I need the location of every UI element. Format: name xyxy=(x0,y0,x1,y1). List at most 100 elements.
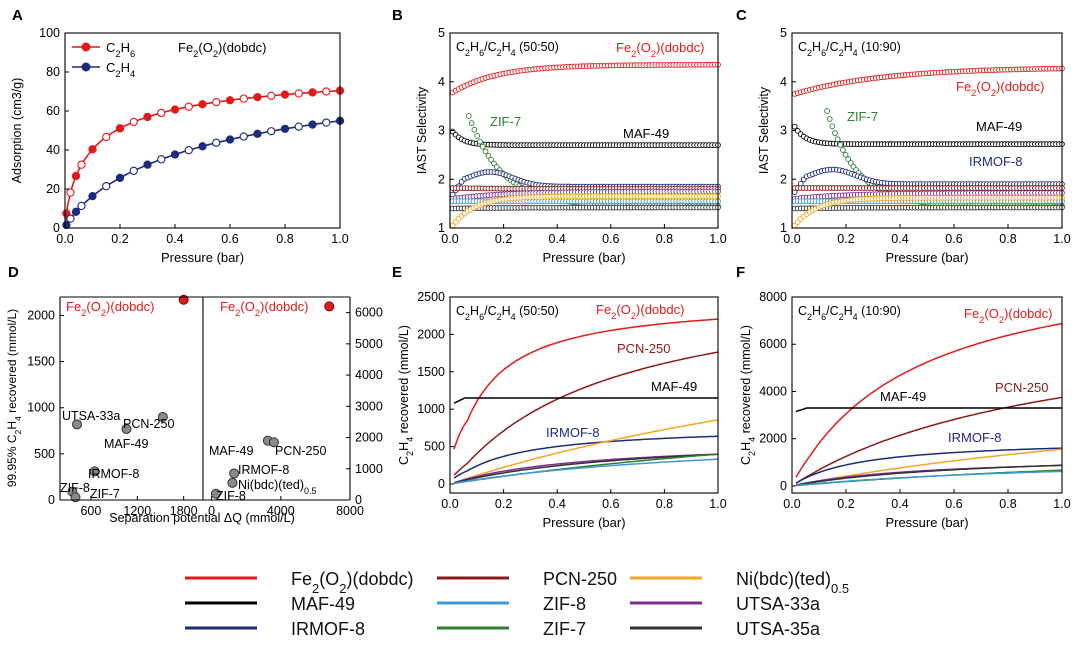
y-tick-label: 80 xyxy=(46,65,60,79)
y-axis-label: IAST Selectivity xyxy=(757,86,771,174)
y-tick-label: 4 xyxy=(780,75,787,89)
y-tick-label: 2000 xyxy=(355,431,383,445)
panel-letter-D: D xyxy=(8,264,19,281)
scatter-point xyxy=(227,477,238,488)
y-tick-label: 100 xyxy=(39,26,60,40)
data-point xyxy=(143,160,152,169)
point-label: Fe2(O2)(dobdc) xyxy=(66,299,154,318)
x-tick-label: 0.4 xyxy=(549,497,566,511)
y-tick-label: 3 xyxy=(780,124,787,138)
series-line-PCN-250 xyxy=(453,351,719,476)
series-label: Fe2(O2)(dobdc) xyxy=(956,79,1044,98)
data-point xyxy=(471,126,478,133)
x-tick-label: 0.2 xyxy=(495,232,512,246)
data-point xyxy=(322,87,331,96)
point-label: PCN-250 xyxy=(275,444,326,458)
data-point xyxy=(294,122,303,131)
y-axis-label: Adsorption (cm3/g) xyxy=(10,78,24,184)
y-tick-label: 4 xyxy=(438,75,445,89)
y-tick-label: 5 xyxy=(438,26,445,40)
data-point xyxy=(66,214,75,223)
data-point xyxy=(824,108,830,114)
data-point xyxy=(280,90,290,99)
data-point xyxy=(791,123,798,130)
series-label: IRMOF-8 xyxy=(948,430,1001,445)
series-line-UTSA-35a xyxy=(453,453,719,484)
point-label: MAF-49 xyxy=(104,437,149,451)
y-tick-label: 1500 xyxy=(417,365,445,379)
panel-letter-A: A xyxy=(12,7,23,24)
y-axis-label: C2H4 recovered (mmol/L) xyxy=(397,325,415,465)
y-tick-label: 4000 xyxy=(759,384,787,398)
x-tick-label: 0.6 xyxy=(945,232,962,246)
series-line-ZIF-8 xyxy=(795,470,1063,487)
panel-letter-F: F xyxy=(736,264,745,281)
y-tick-label: 1500 xyxy=(27,355,55,369)
x-tick-label: 600 xyxy=(80,504,101,518)
series-label: Fe2(O2)(dobdc) xyxy=(964,306,1052,325)
series-label: IRMOF-8 xyxy=(969,154,1022,169)
series-label: PCN-250 xyxy=(995,380,1048,395)
series-line-Fe2(O2)(dobdc) xyxy=(453,318,719,450)
y-axis-label: IAST Selectivity xyxy=(415,86,429,174)
data-point xyxy=(294,89,303,98)
series-line-MAF-49 xyxy=(795,407,1062,413)
data-point xyxy=(308,120,317,129)
data-point xyxy=(143,112,152,122)
x-tick-label: 0.2 xyxy=(837,497,854,511)
data-point xyxy=(829,123,836,130)
data-point xyxy=(225,96,235,105)
y-tick-label: 5000 xyxy=(355,337,383,351)
y-tick-label: 0 xyxy=(780,479,787,493)
scatter-point xyxy=(229,468,240,479)
y-tick-label: 5 xyxy=(780,26,787,40)
panel-title: C2H6/C2H4 (50:50) xyxy=(456,40,559,58)
panel-letter-C: C xyxy=(736,7,747,24)
x-tick-label: 1.0 xyxy=(1053,232,1070,246)
series-line-MAF-49 xyxy=(453,397,718,404)
x-tick-label: 0.0 xyxy=(56,232,73,246)
data-point xyxy=(102,182,111,191)
series-line-ZIF-8 xyxy=(453,458,719,485)
data-point xyxy=(479,143,486,150)
data-point xyxy=(184,102,193,111)
axes-layer xyxy=(59,32,1063,501)
data-point xyxy=(834,136,841,143)
y-tick-label: 2 xyxy=(438,172,445,186)
data-point xyxy=(239,132,248,141)
x-tick-label: 0.6 xyxy=(602,232,619,246)
data-point xyxy=(115,173,125,183)
data-point xyxy=(280,124,290,133)
data-point xyxy=(77,160,86,169)
series-line-Ni(bdc)(ted)0.5 xyxy=(453,419,719,484)
y-tick-label: 6000 xyxy=(759,337,787,351)
y-tick-label: 6000 xyxy=(355,306,383,320)
y-tick-label: 500 xyxy=(424,440,445,454)
legend-label: Fe2(O2)(dobdc) xyxy=(291,569,413,596)
series-line-Fe2(O2)(dobdc) xyxy=(795,322,1063,478)
panel-title: Fe2(O2)(dobdc) xyxy=(178,40,266,59)
data-point xyxy=(71,207,81,216)
data-point xyxy=(477,138,483,145)
panel-letter-B: B xyxy=(392,7,403,24)
data-point xyxy=(482,148,489,155)
x-tick-label: 0.0 xyxy=(441,497,458,511)
y-tick-label: 20 xyxy=(46,182,60,196)
x-tick-label: 0.6 xyxy=(945,497,962,511)
data-point xyxy=(485,152,492,159)
x-axis-label: Pressure (bar) xyxy=(885,250,968,265)
y-tick-label: 1000 xyxy=(355,462,383,476)
series-label: MAF-49 xyxy=(880,389,926,404)
point-label: IRMOF-8 xyxy=(238,463,289,477)
legend-marker xyxy=(81,42,91,52)
scatter-point xyxy=(72,419,83,430)
y-tick-label: 8000 xyxy=(759,290,787,304)
y-tick-label: 2000 xyxy=(27,308,55,322)
x-tick-label: 1.0 xyxy=(1053,497,1070,511)
point-label: PCN-250 xyxy=(123,417,174,431)
legend-label: ZIF-8 xyxy=(543,594,586,614)
x-axis-label: Pressure (bar) xyxy=(542,515,625,530)
y-tick-label: 2000 xyxy=(759,432,787,446)
series-line-C2H6 xyxy=(64,89,341,224)
